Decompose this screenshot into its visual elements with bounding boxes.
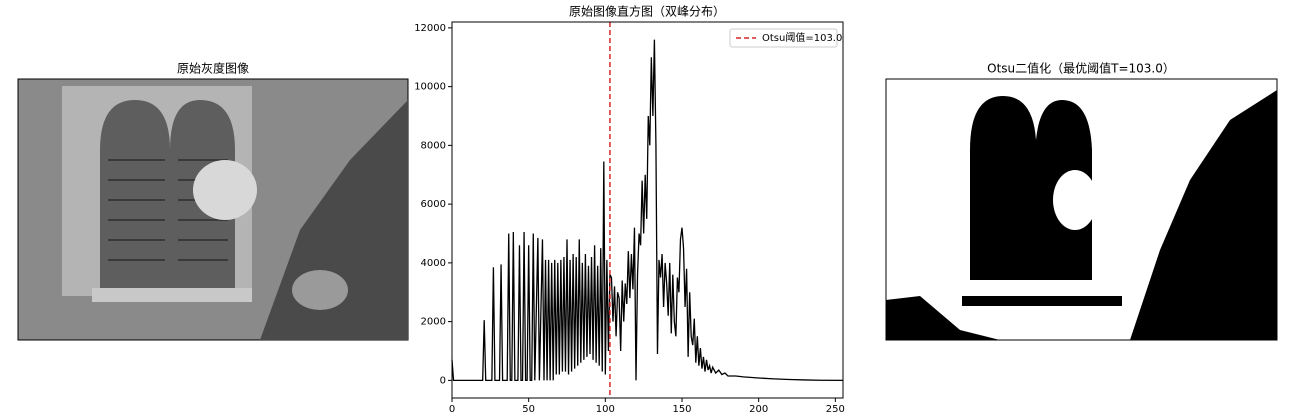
legend-label: Otsu阈值=103.0 [762,31,842,44]
x-tick-label: 100 [596,404,615,415]
x-tick-label: 0 [449,404,455,415]
y-tick-label: 4000 [421,258,446,269]
x-tick-label: 200 [749,404,768,415]
y-tick-label: 10000 [414,82,446,93]
x-tick-label: 150 [672,404,691,415]
x-tick-label: 50 [522,404,535,415]
y-tick-label: 2000 [421,317,446,328]
legend-box [729,28,838,48]
image-title: Otsu二值化（最优阈值T=103.0） [987,61,1175,76]
histogram-line [451,39,844,382]
plot-frame [451,21,844,399]
binary-image [885,78,1278,341]
y-tick-label: 12000 [414,23,446,34]
x-tick-label: 250 [826,404,845,415]
y-tick-label: 6000 [421,199,446,210]
gray-image [17,78,409,341]
chart-title: 原始图像直方图（双峰分布） [569,4,725,19]
image-title: 原始灰度图像 [177,61,249,76]
histogram: 0 2000 4000 6000 8000 10000 12000 0 50 100 150 200 2… [414,21,845,415]
y-tick-label: 0 [440,375,446,386]
y-tick-label: 8000 [421,140,446,151]
